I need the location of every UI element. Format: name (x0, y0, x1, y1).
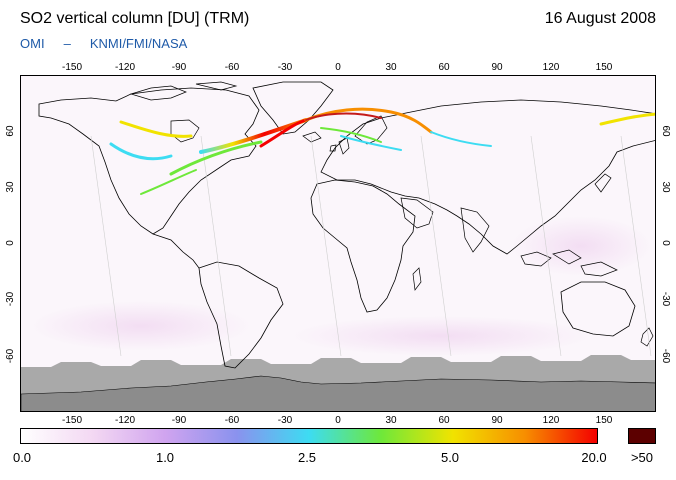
bottom-lon-tick: 90 (491, 415, 503, 426)
top-lon-tick: 150 (595, 62, 613, 73)
colorbar-label: 2.5 (297, 450, 317, 465)
world-map[interactable] (20, 75, 656, 412)
bottom-lon-tick: 150 (595, 415, 613, 426)
left-lat-tick: 0 (5, 240, 16, 246)
top-lon-tick: 90 (491, 62, 503, 73)
eurasia (320, 99, 655, 255)
colorbar-label: >50 (630, 450, 654, 465)
southeast-asia-islands (520, 249, 618, 277)
colorbar-label: 20.0 (581, 450, 607, 465)
top-lon-tick: 60 (438, 62, 450, 73)
noise-patch (31, 301, 251, 351)
africa (310, 179, 416, 313)
so2-plume (109, 107, 655, 195)
madagascar (412, 267, 422, 291)
japan (594, 173, 612, 193)
source-instrument: OMI (20, 36, 45, 51)
bottom-lon-tick: 0 (335, 415, 341, 426)
scandinavia (354, 115, 388, 145)
top-lon-tick: -90 (171, 62, 187, 73)
new-zealand (640, 327, 654, 347)
orbit-swath-lines (90, 135, 652, 357)
left-lat-tick: -60 (5, 348, 16, 364)
india (460, 207, 490, 253)
bottom-lon-tick: -30 (277, 415, 293, 426)
map-title: SO2 vertical column [DU] (TRM) (20, 10, 250, 27)
noise-patch (511, 216, 651, 276)
left-lat-tick: 60 (5, 125, 16, 137)
map-date: 16 August 2008 (544, 10, 656, 27)
right-lat-tick: -30 (660, 291, 671, 307)
bottom-lon-tick: 30 (385, 415, 397, 426)
arctic-islands (129, 81, 238, 101)
british-isles (329, 137, 350, 155)
colorbar (20, 428, 598, 444)
arabia (400, 197, 434, 229)
left-lat-tick: 30 (5, 181, 16, 193)
colorbar-label: 5.0 (440, 450, 460, 465)
central-america (152, 233, 200, 269)
antarctica (21, 375, 655, 411)
noise-patch (291, 316, 591, 356)
right-lat-tick: 60 (660, 125, 671, 137)
right-lat-tick: 30 (660, 181, 671, 193)
top-lon-tick: -150 (61, 62, 83, 73)
top-lon-tick: 0 (335, 62, 341, 73)
colorbar-label: 1.0 (155, 450, 175, 465)
top-lon-tick: 120 (542, 62, 560, 73)
south-america (198, 261, 284, 369)
left-lat-tick: -30 (5, 291, 16, 307)
bottom-lon-tick: 120 (542, 415, 560, 426)
bottom-lon-tick: -150 (61, 415, 83, 426)
top-lon-tick: -30 (277, 62, 293, 73)
bottom-lon-tick: -120 (114, 415, 136, 426)
right-lat-tick: -60 (660, 348, 671, 364)
colorbar-overflow-swatch (628, 428, 656, 444)
colorbar-label: 0.0 (12, 450, 32, 465)
top-lon-tick: -60 (224, 62, 240, 73)
top-lon-tick: 30 (385, 62, 397, 73)
north-america (38, 87, 260, 235)
bottom-lon-tick: -90 (171, 415, 187, 426)
top-lon-tick: -120 (114, 62, 136, 73)
source-separator: – (63, 36, 71, 51)
australia (560, 281, 636, 337)
map-canvas (21, 76, 655, 411)
source-agencies: KNMI/FMI/NASA (89, 36, 188, 51)
bottom-lon-tick: 60 (438, 415, 450, 426)
bottom-lon-tick: -60 (224, 415, 240, 426)
iceland (302, 131, 322, 143)
data-source: OMI – KNMI/FMI/NASA (20, 36, 187, 51)
right-lat-tick: 0 (660, 240, 671, 246)
